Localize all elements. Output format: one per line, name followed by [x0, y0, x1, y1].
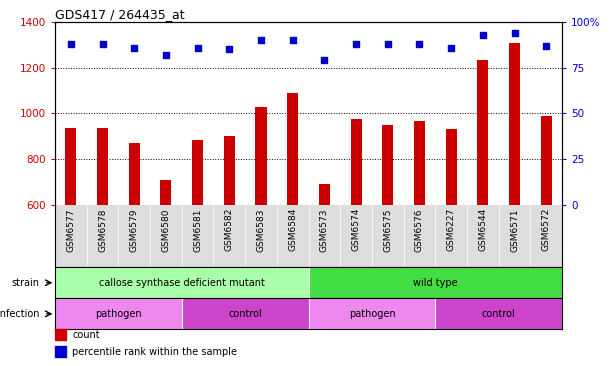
Bar — [65, 128, 76, 205]
Text: GSM6573: GSM6573 — [320, 208, 329, 251]
Text: GSM6575: GSM6575 — [383, 208, 392, 251]
Bar — [55, 298, 182, 329]
Bar — [309, 298, 435, 329]
Text: callose synthase deficient mutant: callose synthase deficient mutant — [99, 278, 265, 288]
Text: GSM6579: GSM6579 — [130, 208, 139, 251]
Bar — [97, 128, 108, 205]
Bar — [287, 93, 298, 205]
Text: control: control — [482, 309, 516, 319]
Text: GDS417 / 264435_at: GDS417 / 264435_at — [55, 8, 185, 21]
Point — [415, 41, 425, 47]
Bar — [382, 125, 393, 205]
Text: strain: strain — [11, 278, 39, 288]
Text: GSM6582: GSM6582 — [225, 208, 234, 251]
Text: GSM6577: GSM6577 — [67, 208, 75, 251]
Text: GSM6576: GSM6576 — [415, 208, 424, 251]
Bar — [224, 136, 235, 205]
Bar — [477, 60, 488, 205]
Bar — [192, 140, 203, 205]
Bar — [435, 298, 562, 329]
Point — [130, 45, 139, 51]
Text: GSM6580: GSM6580 — [161, 208, 170, 251]
Point — [288, 37, 298, 43]
Bar — [55, 329, 66, 340]
Point — [192, 45, 202, 51]
Text: GSM6583: GSM6583 — [257, 208, 266, 251]
Text: percentile rank within the sample: percentile rank within the sample — [72, 347, 237, 358]
Bar — [182, 298, 309, 329]
Text: GSM6581: GSM6581 — [193, 208, 202, 251]
Bar — [351, 119, 362, 205]
Point — [478, 32, 488, 38]
Text: pathogen: pathogen — [349, 309, 395, 319]
Bar — [414, 122, 425, 205]
Text: wild type: wild type — [413, 278, 458, 288]
Point — [541, 43, 551, 49]
Bar — [129, 143, 140, 205]
Bar — [309, 267, 562, 298]
Text: GSM6578: GSM6578 — [98, 208, 107, 251]
Text: GSM6227: GSM6227 — [447, 208, 456, 251]
Text: infection: infection — [0, 309, 39, 319]
Bar — [319, 184, 330, 205]
Bar — [445, 130, 457, 205]
Bar — [255, 107, 266, 205]
Point — [446, 45, 456, 51]
Point — [510, 30, 519, 36]
Point — [224, 46, 234, 52]
Point — [320, 57, 329, 63]
Text: GSM6572: GSM6572 — [542, 208, 551, 251]
Text: GSM6574: GSM6574 — [351, 208, 360, 251]
Point — [66, 41, 76, 47]
Point — [98, 41, 108, 47]
Text: count: count — [72, 330, 100, 340]
Point — [383, 41, 393, 47]
Bar — [160, 180, 172, 205]
Point — [161, 52, 171, 58]
Point — [351, 41, 361, 47]
Bar — [55, 346, 66, 357]
Text: GSM6571: GSM6571 — [510, 208, 519, 251]
Bar — [541, 116, 552, 205]
Text: control: control — [229, 309, 262, 319]
Point — [256, 37, 266, 43]
Text: pathogen: pathogen — [95, 309, 142, 319]
Bar — [55, 267, 309, 298]
Text: GSM6544: GSM6544 — [478, 208, 488, 251]
Text: GSM6584: GSM6584 — [288, 208, 297, 251]
Bar — [509, 42, 520, 205]
